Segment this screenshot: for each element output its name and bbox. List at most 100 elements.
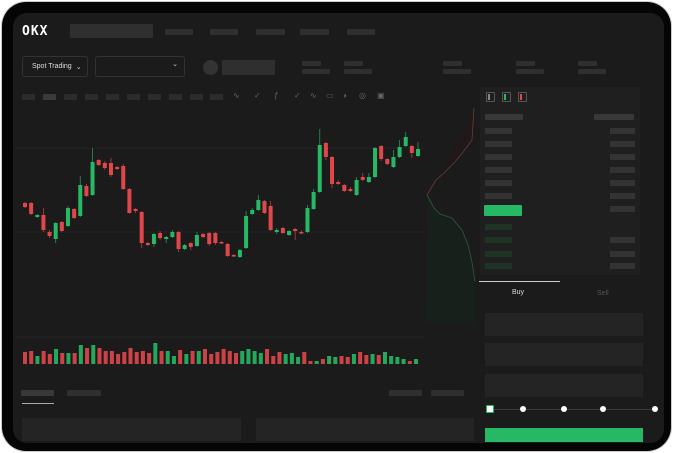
volume-bar [407,361,412,364]
volume-bar [265,349,270,364]
icon-bar [520,94,522,100]
candle-body [176,232,181,249]
volume-bar [41,351,46,364]
volume-bar [72,353,77,364]
orderbook-asks-icon[interactable] [518,92,527,102]
bottom-tab-history[interactable] [67,390,101,396]
nav-item[interactable] [256,29,285,35]
candle-body [96,160,101,165]
bottom-action[interactable] [389,390,422,396]
volume-bar [184,354,189,364]
orderbook-col-price [485,114,523,120]
ask-amount [610,180,635,186]
timeframe-button[interactable] [43,94,56,100]
timeframe-button[interactable] [64,94,77,100]
timeframe-button[interactable] [148,94,161,100]
candle-body [379,146,384,159]
volume-bar [140,351,145,364]
volume-bar [258,353,263,364]
volume-bar [66,353,71,364]
timeframe-button[interactable] [85,94,98,100]
price-input[interactable] [485,313,643,336]
volume-bar [414,359,418,364]
candle-body [207,233,212,244]
bid-price [485,263,512,269]
ask-price [485,167,512,173]
candle-body [84,186,89,196]
volume-bar [252,351,257,364]
stat-label [516,61,535,66]
spot-trading-label: Spot Trading [32,63,72,70]
nav-item[interactable] [347,29,375,35]
timeframe-button[interactable] [169,94,182,100]
volume-bar [35,356,40,364]
volume-bar [395,357,400,364]
amount-slider-track[interactable] [489,409,655,410]
slider-step-75[interactable] [600,406,606,412]
ask-amount [610,141,635,147]
volume-bar [345,357,350,364]
volume-bar [376,355,381,364]
buy-button[interactable] [485,428,643,442]
timeframe-button[interactable] [22,94,35,100]
timeframe-button[interactable] [106,94,119,100]
nav-item[interactable] [165,29,193,35]
check-icon[interactable]: ✓ [294,91,301,100]
tab-buy[interactable]: Buy [512,289,525,296]
bottom-action[interactable] [431,390,464,396]
nav-item[interactable] [300,29,329,35]
orderbook-last-price[interactable] [484,205,522,216]
ask-price [485,128,512,134]
nav-item[interactable] [210,29,238,35]
volume-bar [215,352,220,364]
timeframe-button[interactable] [210,94,223,100]
camera-icon[interactable]: ◑ [342,91,347,100]
okx-logo[interactable]: OKX [22,24,49,39]
amount-input[interactable] [485,343,643,366]
wave-icon[interactable]: ∿ [310,91,317,100]
candle-body [323,143,328,157]
ask-amount [610,206,635,212]
search-bar[interactable] [70,24,153,38]
orderbook-both-icon[interactable] [486,92,495,102]
line-tool-icon[interactable]: ∿ [233,91,240,100]
candle-body [53,223,58,239]
timeframe-button[interactable] [190,94,203,100]
candle-body [47,232,52,236]
bottom-tab-orders[interactable] [21,390,54,396]
candle-body [385,159,390,164]
candle-body [35,215,40,217]
candle-body [366,177,371,182]
slider-step-25[interactable] [520,406,526,412]
candle-body [65,208,70,226]
volume-bar [190,351,195,364]
depth-ask-area [430,108,474,195]
candle-body [342,185,347,191]
amount-slider-handle[interactable] [486,405,494,413]
slider-step-100[interactable] [652,406,658,412]
stat-label [443,61,462,66]
fullscreen-icon[interactable]: ▣ [377,91,385,100]
volume-bar [23,352,27,364]
slider-step-50[interactable] [561,406,567,412]
candle-body [115,167,120,169]
timeframe-button[interactable] [127,94,140,100]
tab-sell[interactable]: Sell [597,290,609,297]
settings-icon[interactable]: ◎ [359,91,366,100]
indicator-icon[interactable]: ✓ [254,91,261,100]
volume-bar [109,351,114,364]
pair-select[interactable]: ⌄ [95,56,185,77]
ruler-icon[interactable]: ▭ [326,91,334,100]
volume-bar [103,351,108,364]
candle-body [299,232,304,234]
icon-bar [488,94,490,100]
candle-body [170,232,175,237]
candle-body [391,157,396,167]
orderbook-bids-icon[interactable] [502,92,511,102]
volume-bar [85,348,90,364]
total-input[interactable] [485,374,643,397]
volume-bar [196,351,201,364]
spot-trading-dropdown[interactable]: Spot Trading ⌄ [22,56,88,77]
fx-icon[interactable]: ƒ [274,91,279,100]
